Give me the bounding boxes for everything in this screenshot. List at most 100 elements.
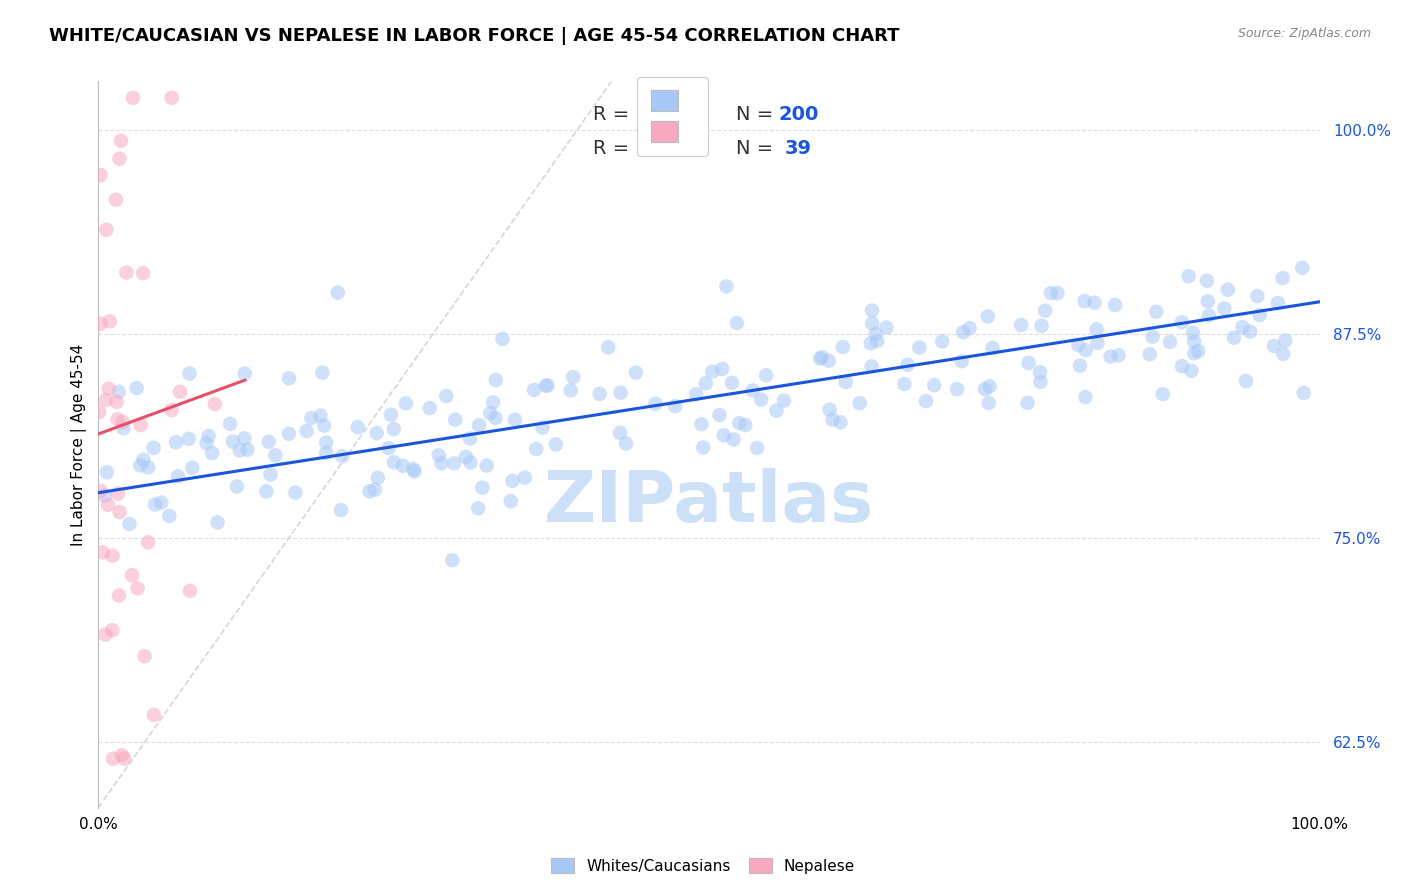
- Point: [233, 431, 256, 445]
- Point: [950, 354, 973, 368]
- Point: [380, 408, 402, 422]
- Point: [1291, 260, 1313, 275]
- Point: [166, 469, 188, 483]
- Point: [1271, 271, 1294, 285]
- Point: [309, 409, 332, 423]
- Point: [1104, 298, 1126, 312]
- Point: [207, 516, 229, 530]
- Point: [129, 418, 152, 433]
- Point: [233, 367, 256, 381]
- Point: [404, 464, 426, 478]
- Point: [136, 460, 159, 475]
- Point: [392, 458, 415, 473]
- Point: [711, 362, 734, 376]
- Point: [254, 484, 277, 499]
- Point: [94, 393, 117, 408]
- Point: [219, 417, 242, 431]
- Point: [721, 376, 744, 390]
- Point: [908, 341, 931, 355]
- Point: [125, 381, 148, 395]
- Point: [491, 332, 513, 346]
- Point: [1239, 325, 1261, 339]
- Point: [1223, 331, 1246, 345]
- Point: [1085, 322, 1108, 336]
- Point: [1083, 295, 1105, 310]
- Point: [107, 412, 129, 426]
- Point: [165, 435, 187, 450]
- Point: [101, 752, 124, 766]
- Point: [444, 412, 467, 426]
- Point: [974, 382, 997, 396]
- Point: [315, 446, 337, 460]
- Point: [749, 392, 772, 407]
- Point: [169, 384, 191, 399]
- Point: [1272, 347, 1295, 361]
- Point: [179, 583, 201, 598]
- Legend: Whites/Caucasians, Nepalese: Whites/Caucasians, Nepalese: [544, 852, 862, 880]
- Point: [129, 458, 152, 473]
- Point: [229, 443, 252, 458]
- Point: [143, 498, 166, 512]
- Point: [865, 326, 887, 341]
- Text: 39: 39: [785, 139, 811, 158]
- Point: [1069, 359, 1091, 373]
- Point: [101, 549, 124, 563]
- Point: [96, 465, 118, 479]
- Point: [709, 408, 731, 422]
- Point: [89, 317, 111, 331]
- Y-axis label: In Labor Force | Age 45-54: In Labor Force | Age 45-54: [72, 343, 87, 546]
- Point: [458, 432, 481, 446]
- Text: WHITE/CAUCASIAN VS NEPALESE IN LABOR FORCE | AGE 45-54 CORRELATION CHART: WHITE/CAUCASIAN VS NEPALESE IN LABOR FOR…: [49, 27, 900, 45]
- Point: [364, 483, 387, 497]
- Point: [98, 314, 121, 328]
- Point: [931, 334, 953, 349]
- Point: [624, 366, 647, 380]
- Point: [977, 310, 1000, 324]
- Point: [299, 411, 322, 425]
- Point: [382, 422, 405, 436]
- Point: [441, 553, 464, 567]
- Point: [692, 441, 714, 455]
- Point: [875, 320, 897, 334]
- Point: [284, 485, 307, 500]
- Point: [952, 325, 974, 339]
- Point: [1029, 375, 1052, 389]
- Point: [157, 508, 180, 523]
- Point: [264, 448, 287, 462]
- Point: [897, 358, 920, 372]
- Point: [560, 384, 582, 398]
- Point: [808, 351, 831, 366]
- Point: [959, 321, 981, 335]
- Point: [922, 378, 945, 392]
- Point: [531, 420, 554, 434]
- Point: [468, 418, 491, 433]
- Point: [122, 91, 145, 105]
- Point: [1073, 294, 1095, 309]
- Point: [105, 394, 128, 409]
- Point: [94, 489, 117, 503]
- Point: [1099, 350, 1122, 364]
- Point: [97, 382, 120, 396]
- Text: R =: R =: [593, 104, 636, 124]
- Point: [1216, 283, 1239, 297]
- Point: [562, 370, 585, 384]
- Point: [860, 359, 883, 374]
- Text: N =: N =: [735, 104, 779, 124]
- Point: [747, 441, 769, 455]
- Point: [443, 456, 465, 470]
- Text: 200: 200: [779, 104, 820, 124]
- Point: [811, 350, 834, 364]
- Point: [108, 152, 131, 166]
- Point: [326, 285, 349, 300]
- Point: [179, 367, 201, 381]
- Point: [367, 471, 389, 485]
- Point: [366, 426, 388, 441]
- Point: [222, 434, 245, 449]
- Point: [295, 424, 318, 438]
- Point: [277, 371, 299, 385]
- Point: [695, 376, 717, 391]
- Point: [499, 494, 522, 508]
- Point: [315, 435, 337, 450]
- Point: [402, 462, 425, 476]
- Point: [588, 387, 610, 401]
